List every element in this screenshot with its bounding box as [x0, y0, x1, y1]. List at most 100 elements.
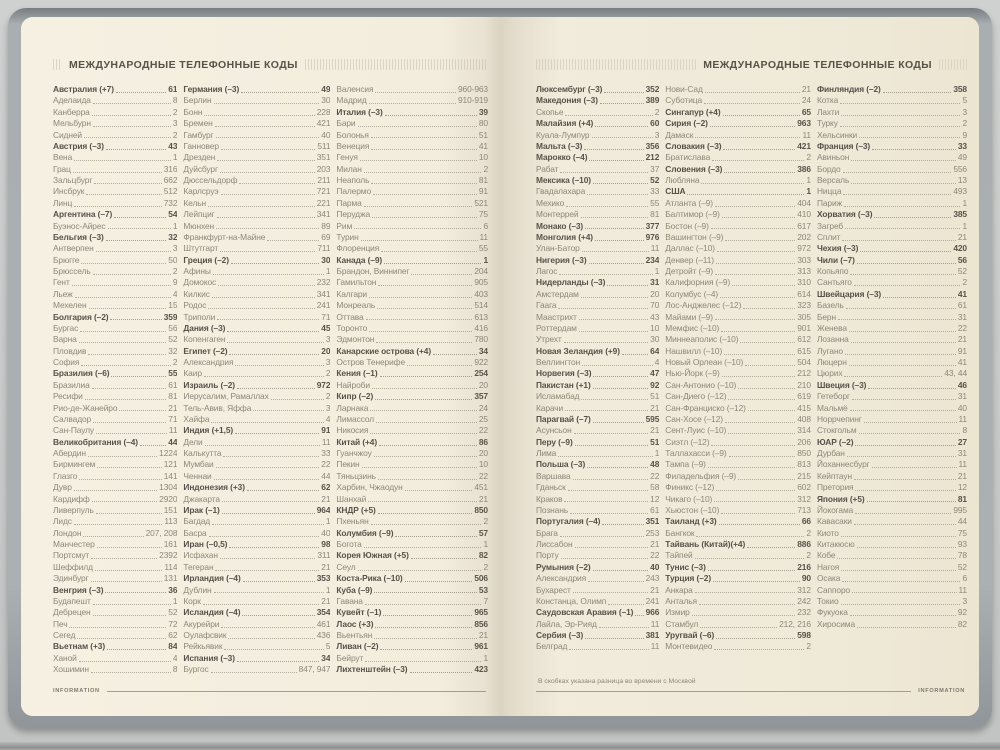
dotted-leader	[563, 342, 649, 344]
phone-code-row: Лахти 3	[817, 107, 967, 118]
phone-code-value: 50	[168, 254, 178, 265]
dotted-leader	[855, 512, 952, 514]
country-city-name: Джакарта	[183, 493, 220, 504]
phone-code-value: 995	[953, 504, 967, 515]
dotted-leader	[598, 626, 649, 628]
dotted-leader	[607, 285, 649, 287]
country-city-name: Ченнаи	[183, 470, 212, 481]
phone-code-row: Венгрия (–3) 36	[53, 585, 177, 596]
dotted-leader	[114, 217, 167, 218]
phone-code-row: Карачи 21	[536, 403, 659, 414]
phone-code-row: Чехия (–3) 420	[817, 243, 967, 254]
country-city-name: Улан-Батор	[536, 243, 580, 254]
right-page-columns: Люксембург (–3) 352 Македония (–3) 389 Скопь…	[536, 84, 967, 678]
phone-code-row: Ханой 4	[53, 653, 177, 664]
country-city-name: Майами (–9)	[665, 311, 713, 322]
dotted-leader	[221, 626, 315, 628]
phone-code-row: Лейпциг 341	[183, 209, 330, 220]
country-city-name: Салвадор	[53, 413, 92, 424]
dotted-leader	[704, 91, 800, 93]
country-city-name: Грац	[53, 163, 71, 174]
phone-code-row: Претория 12	[817, 482, 967, 493]
dotted-leader	[235, 364, 324, 366]
dotted-leader	[868, 387, 956, 389]
phone-code-value: 341	[316, 209, 331, 220]
country-city-name: Анкара	[665, 584, 693, 595]
phone-code-row: Познань 61	[536, 505, 659, 516]
phone-code-row: Инсбрук 512	[53, 186, 177, 197]
dotted-leader	[851, 160, 956, 162]
phone-code-row: Асунсьон 21	[536, 425, 659, 436]
dotted-leader	[710, 228, 796, 230]
country-city-name: Корея Южная (+5)	[336, 550, 409, 561]
country-city-name: Ливерпуль	[53, 504, 94, 515]
dotted-leader	[410, 558, 477, 560]
phone-code-value: 3	[962, 106, 967, 117]
country-city-name: Гавана	[336, 595, 363, 606]
phone-code-value: 323	[797, 300, 811, 311]
phone-code-row: Финляндия (–2) 358	[817, 84, 967, 95]
country-city-name: Кардифф	[53, 493, 90, 504]
dotted-leader	[711, 444, 796, 446]
dotted-leader	[592, 387, 649, 389]
country-city-name: Белград	[536, 641, 568, 652]
dotted-leader	[712, 160, 805, 162]
phone-code-row: Гамильтон 905	[336, 277, 488, 288]
country-city-name: Канберра	[53, 106, 90, 117]
country-city-name: Германия (–3)	[183, 84, 240, 94]
dotted-leader	[874, 217, 952, 218]
phone-code-row: Лаос (+3) 856	[336, 619, 488, 630]
phone-code-row: Милан 2	[336, 164, 488, 175]
dotted-leader	[728, 455, 796, 457]
dotted-leader	[728, 399, 796, 400]
dotted-leader	[213, 592, 324, 594]
dotted-leader	[216, 228, 320, 230]
country-city-name: Филадельфия (–9)	[665, 470, 737, 481]
country-city-name: Копьяпо	[816, 266, 849, 276]
dotted-leader	[220, 194, 315, 196]
phone-code-value: 75	[957, 527, 967, 538]
phone-code-row: Сегед 62	[53, 630, 177, 641]
country-city-name: Загреб	[816, 220, 844, 231]
country-city-name: Сан-Паулу	[53, 425, 94, 436]
dotted-leader	[376, 421, 477, 423]
phone-code-row: Норрчепинг 11	[817, 414, 967, 425]
dotted-leader	[567, 490, 649, 491]
country-city-name: Корк	[183, 595, 201, 606]
phone-code-row: Франция (–3) 33	[817, 141, 967, 152]
country-city-name: Тунис (–3)	[665, 561, 706, 572]
dotted-leader	[361, 467, 477, 469]
phone-code-value: 55	[168, 368, 178, 379]
phone-code-value: 21	[478, 630, 488, 640]
phone-code-row: Миннеаполис (–10) 612	[665, 334, 811, 345]
dotted-leader	[587, 467, 649, 469]
phone-code-row: Монтевидео 2	[665, 641, 811, 652]
phone-code-value: 4	[654, 357, 660, 367]
dotted-leader	[602, 524, 644, 526]
country-city-name: Богота	[336, 539, 362, 549]
country-city-name: Австрия (–3)	[53, 140, 104, 151]
dotted-leader	[204, 444, 320, 446]
country-city-name: Хельсинки	[816, 129, 858, 140]
phone-code-row: Фукуока 92	[817, 607, 967, 618]
dotted-leader	[372, 217, 477, 218]
dotted-leader	[409, 672, 473, 673]
phone-code-row: Бейрут 1	[336, 653, 488, 664]
country-city-name: Ларнака	[336, 402, 369, 413]
phone-code-row: Турция (–2) 90	[665, 573, 811, 584]
dotted-leader	[722, 114, 800, 116]
dotted-leader	[701, 182, 805, 184]
phone-code-value: 1	[654, 266, 660, 276]
phone-code-row: Сеул 2	[336, 562, 488, 573]
country-city-name: Даллас (–10)	[665, 243, 715, 254]
phone-code-row: Скопье 2	[536, 107, 659, 118]
country-city-name: Брага	[536, 527, 558, 538]
phone-code-row: Словения (–3) 386	[665, 164, 811, 175]
phone-code-value: 98	[321, 539, 331, 549]
phone-code-value: 2392	[159, 550, 178, 561]
country-city-name: Нашвилл (–10)	[665, 345, 723, 356]
dotted-leader	[242, 581, 315, 582]
left-column-1: Австралия (+7) 61 Аделаида 8 Канберра 2 Мельбу…	[53, 84, 177, 678]
dotted-leader	[592, 421, 644, 423]
dotted-leader	[359, 160, 477, 162]
